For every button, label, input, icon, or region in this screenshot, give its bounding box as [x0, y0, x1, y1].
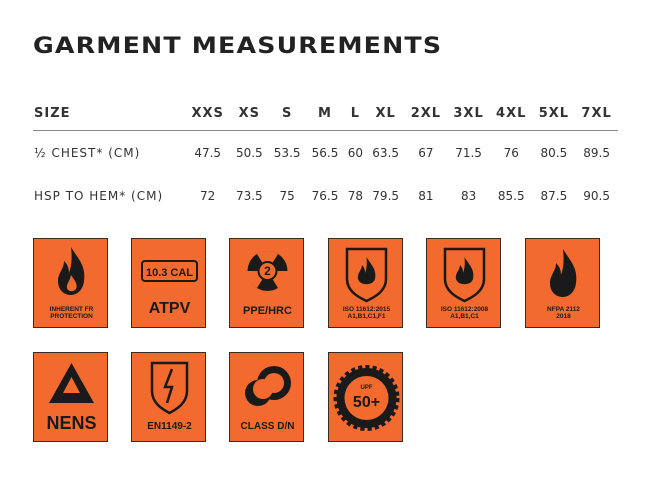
badge-text: NENS — [46, 413, 96, 433]
table-cell: 56.5 — [311, 145, 339, 160]
column-header: 4XL — [489, 96, 533, 131]
table-cell: 78 — [347, 188, 363, 203]
badge: INHERENT FR PROTECTION — [33, 238, 108, 328]
table-cell: 75 — [279, 188, 295, 203]
table-cell: 89.5 — [583, 145, 610, 160]
table-cell: 81 — [418, 188, 434, 203]
table-cell: 76 — [503, 145, 519, 160]
badge-text: UPF — [361, 385, 373, 391]
column-header: 7XL — [575, 96, 618, 131]
badge-text: ISO 11612:2008 — [441, 306, 489, 313]
badge: ISO 11612:2008 A1,B1,C1 — [426, 238, 501, 328]
badge: NFPA 2112 2018 — [525, 238, 600, 328]
badge: 10.3 CAL ATPV — [131, 238, 206, 328]
table-cell: 71.5 — [455, 145, 482, 160]
table-cell: 63.5 — [372, 145, 400, 160]
badge: EN1149-2 — [131, 352, 206, 442]
table-cell: 73.5 — [235, 188, 263, 203]
table-cell: 79.5 — [372, 188, 400, 203]
column-header: M — [306, 96, 344, 131]
badge-text: 2018 — [556, 313, 571, 320]
table-cell: 50.5 — [235, 145, 263, 160]
badge-text: ISO 11612:2015 — [343, 306, 391, 313]
badge-text: NFPA 2112 — [547, 306, 580, 313]
column-header: 3XL — [447, 96, 490, 131]
table-cell: 80.5 — [540, 145, 568, 160]
title: GARMENT MEASUREMENTS — [33, 34, 443, 59]
table-cell: 72 — [200, 188, 216, 203]
column-header: XS — [230, 96, 269, 131]
measurements-table: SIZE XXS XS S M L XL 2XL 3XL 4XL 5XL 7XL ½ CHEST* (C… — [33, 96, 618, 217]
table-cell: 47.5 — [194, 145, 222, 160]
badge-text: 50+ — [353, 394, 380, 411]
table-cell: 76.5 — [311, 188, 339, 203]
table-row: HSP TO HEM* (CM) 72 73.5 75 76.5 78 79.5 81 83 85… — [33, 174, 618, 217]
column-header: 2XL — [404, 96, 448, 131]
table-cell: 67 — [418, 145, 434, 160]
badge-text: EN1149-2 — [147, 421, 192, 432]
column-header: 5XL — [532, 96, 576, 131]
column-header: S — [268, 96, 307, 131]
table-cell: HSP TO HEM* (CM) — [34, 188, 164, 203]
badge-text: A1,B1,C1 — [450, 313, 479, 320]
table-cell: 83 — [460, 188, 477, 203]
badge-text: INHERENT FR — [50, 306, 94, 313]
badge: NENS — [33, 352, 108, 442]
badge-text: 10.3 CAL — [146, 267, 193, 279]
table-cell: 87.5 — [540, 188, 568, 203]
badge: CLASS D/N — [229, 352, 304, 442]
column-header: XL — [366, 96, 405, 131]
badge: ISO 11612:2015 A1,B1,C1,F1 — [328, 238, 403, 328]
badge: UPF 50+ — [328, 352, 403, 442]
table-cell: 53.5 — [273, 145, 301, 160]
badge-text: ATPV — [149, 300, 191, 317]
badge-text: A1,B1,C1,F1 — [348, 313, 386, 320]
badge-text: 2 — [264, 264, 271, 278]
badge: 2 PPE/HRC — [229, 238, 304, 328]
badge-text: PROTECTION — [50, 313, 93, 320]
table-cell: 90.5 — [583, 188, 610, 203]
badge-text: CLASS D/N — [241, 421, 295, 432]
table-row: ½ CHEST* (CM) 47.5 50.5 53.5 56.5 60 63.5 67 71.… — [33, 131, 618, 175]
table-cell: 60 — [347, 145, 363, 160]
table-cell: ½ CHEST* (CM) — [34, 145, 141, 160]
table-cell: 85.5 — [497, 188, 525, 203]
column-header: L — [343, 96, 367, 131]
badge-text: PPE/HRC — [243, 305, 292, 317]
column-header: XXS — [185, 96, 231, 131]
column-header: SIZE — [33, 96, 185, 131]
